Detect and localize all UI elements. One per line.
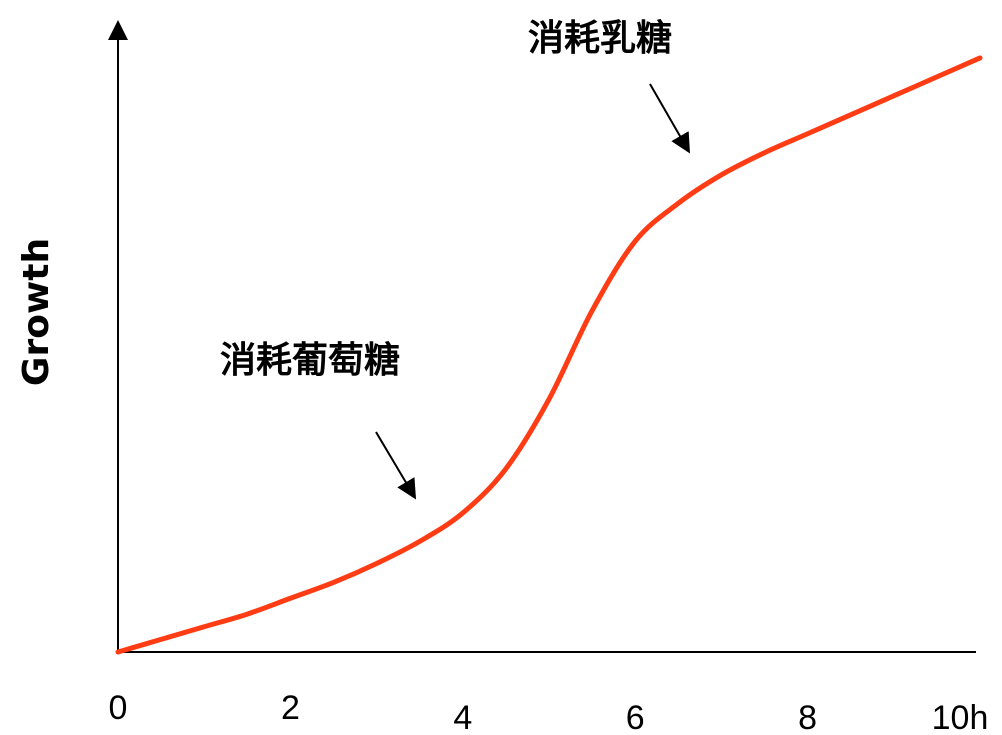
annotation-lactose-label: 消耗乳糖 (528, 18, 672, 59)
x-tick-label: 2 (281, 689, 300, 727)
x-tick-label: 8 (798, 699, 817, 735)
x-tick-label: 6 (626, 699, 645, 735)
x-tick-label: 0 (109, 689, 128, 727)
x-tick-label: 10h (932, 699, 989, 735)
growth-series-line (115, 55, 983, 655)
annotation-lactose-arrow (649, 83, 690, 154)
annotation-glucose-arrow (375, 431, 417, 500)
y-axis-label: Growth (16, 238, 57, 386)
annotation-glucose-label: 消耗葡萄糖 (220, 340, 400, 381)
x-tick-label: 4 (453, 699, 472, 735)
x-tick-labels: 0 2 4 6 8 10h (109, 689, 989, 735)
